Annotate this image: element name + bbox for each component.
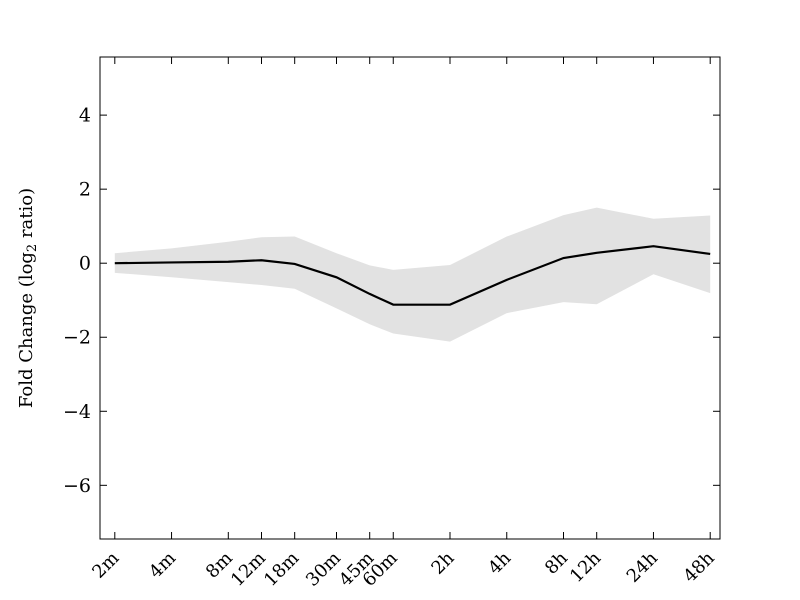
x-tick-label: 2h — [427, 547, 458, 578]
mean-line — [114, 245, 711, 306]
axes-spines — [99, 56, 721, 540]
y-tick-label: 4 — [79, 105, 91, 127]
x-tick-label: 4m — [145, 548, 180, 583]
y-tick-label: −4 — [63, 401, 91, 423]
y-axis-label: Fold Change (log2 ratio) — [16, 188, 40, 408]
y-tick-label: 0 — [79, 253, 91, 275]
y-tick-label: −6 — [63, 475, 91, 497]
confidence-band — [114, 207, 711, 342]
x-tick-label: 2m — [88, 548, 123, 583]
x-tick-label: 12h — [566, 547, 606, 587]
x-tick-label: 30m — [302, 548, 345, 591]
y-tick-label: −2 — [63, 327, 91, 349]
x-tick-label: 24h — [623, 547, 663, 587]
y-tick-label: 2 — [79, 179, 91, 201]
x-tick-label: 48h — [679, 547, 719, 587]
x-tick-label: 18m — [260, 548, 303, 591]
x-tick-label: 4h — [484, 547, 515, 578]
x-tick-label: 12m — [227, 548, 270, 591]
